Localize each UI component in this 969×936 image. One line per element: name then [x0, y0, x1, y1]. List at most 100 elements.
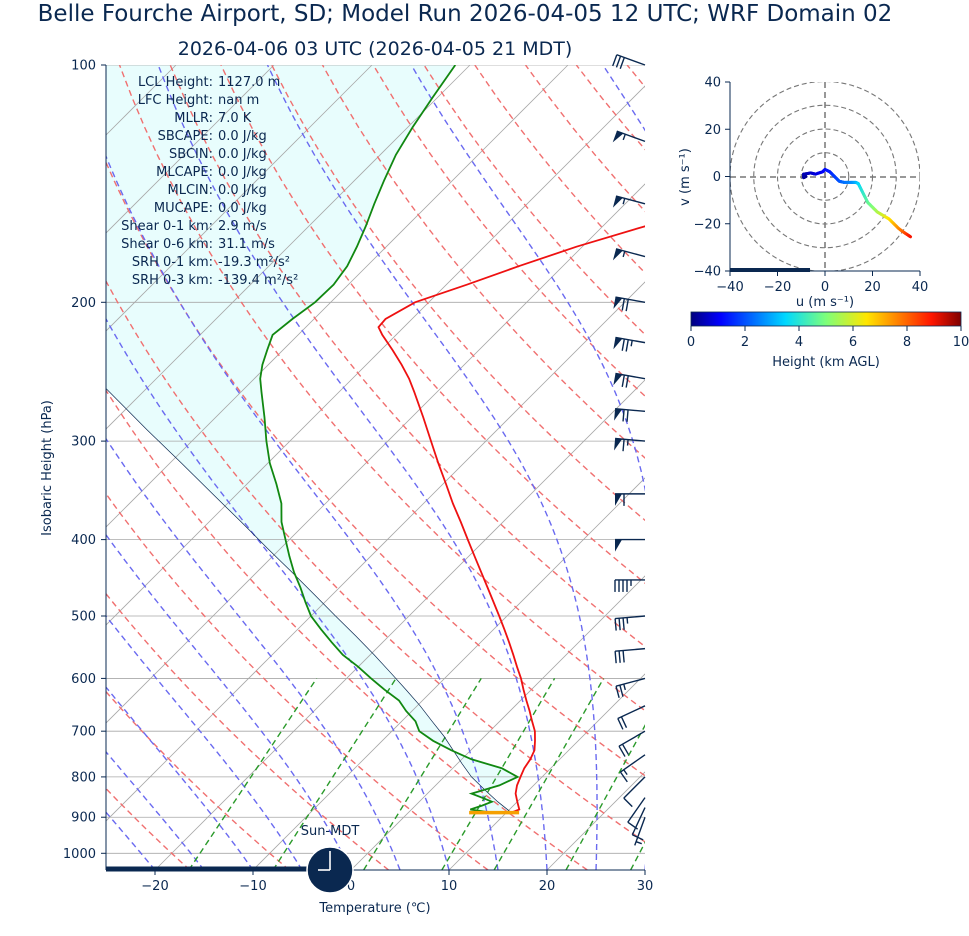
mixing-ratio-line: [363, 678, 482, 870]
wind-barb: [612, 54, 646, 69]
figure-title: Belle Fourche Airport, SD; Model Run 202…: [38, 1, 893, 27]
wind-barb-shaft: [620, 754, 646, 773]
wind-barb-full: [622, 617, 625, 630]
wind-barb-full: [619, 57, 625, 69]
stat-label: SBCAPE:: [158, 129, 213, 144]
stat-value: 2.9 m/s: [218, 219, 267, 234]
colorbar-tick-label: 10: [953, 335, 969, 350]
colorbar-ticks: 0 2 4 6 8 10: [687, 326, 969, 350]
wind-barb-half: [622, 133, 626, 141]
mixing-ratio-line: [493, 678, 605, 870]
hodograph-x-tick-label: 20: [864, 280, 881, 295]
dry-adiabat-line: [169, 65, 645, 648]
dry-adiabat-line: [372, 65, 645, 398]
isotherm-line: [0, 65, 78, 870]
colorbar-tick-label: 0: [687, 335, 695, 350]
day-label: Sun-MDT: [301, 824, 360, 839]
mixing-ratio-line: [565, 724, 645, 870]
dry-adiabat-line: [575, 65, 645, 151]
figure-subtitle: 2026-04-06 03 UTC (2026-04-05 21 MDT): [178, 38, 573, 60]
wind-barb-shaft: [615, 248, 646, 258]
skewt-x-tick-label: 30: [637, 879, 654, 894]
hodograph-y-tick-label: 0: [713, 170, 721, 185]
skewt-x-axis-label: Temperature (℃): [318, 901, 430, 916]
stat-value: nan m: [218, 93, 259, 108]
wind-barb-shaft: [631, 807, 646, 836]
isotherm-line: [106, 85, 645, 626]
wind-barb-full: [615, 685, 620, 698]
wind-barb-half: [635, 841, 642, 845]
wind-barb: [615, 677, 646, 698]
wind-barb-flag: [614, 408, 623, 421]
wind-barb: [614, 437, 646, 452]
stat-label: MLCAPE:: [156, 165, 213, 180]
skewt-y-tick-label: 1000: [63, 847, 96, 862]
wind-barb-full: [621, 374, 626, 387]
hodograph-ring: [753, 104, 897, 249]
wind-barb: [634, 816, 646, 846]
wind-barb: [615, 538, 645, 552]
wind-barb-flag: [613, 337, 623, 350]
wind-barb-shaft: [615, 195, 646, 205]
wind-barb: [619, 754, 646, 783]
isotherm-line: [252, 477, 645, 870]
wind-barb-full: [622, 409, 625, 422]
wind-barb: [617, 705, 646, 730]
wind-barb-shaft: [616, 54, 646, 66]
wind-barb-half: [623, 769, 628, 776]
dry-adiabat-line: [779, 65, 969, 870]
isotherm-line: [448, 673, 645, 870]
height-colorbar: 0 2 4 6 8 10 Height (km AGL): [687, 311, 969, 370]
dry-adiabat-line: [729, 65, 969, 870]
stat-value: 0.0 J/kg: [218, 165, 267, 180]
stat-value: 0.0 J/kg: [218, 201, 267, 216]
skewt-y-tick-label: 200: [71, 296, 96, 311]
skewt-x-tick-label: 0: [347, 879, 355, 894]
hodograph-y-tick-label: 40: [704, 76, 721, 91]
colorbar-tick-label: 6: [849, 335, 857, 350]
isotherm-line: [644, 869, 645, 870]
wind-barb: [623, 776, 646, 808]
skewt-plot-area: −20 −10 0 10 20 30 10020030040050060070080090…: [0, 59, 969, 917]
wind-barb-half: [623, 683, 626, 691]
moist-adiabat-line: [106, 750, 205, 870]
moist-adiabat-line: [106, 533, 352, 870]
wind-barb-flag: [614, 438, 623, 451]
moist-adiabat-line: [743, 65, 851, 870]
wind-barb-shaft: [617, 705, 646, 720]
wind-barb-full: [618, 650, 621, 663]
hodograph-x-tick-label: −20: [764, 280, 791, 295]
dry-adiabat-line: [106, 492, 489, 870]
stat-value: 7.0 K: [218, 111, 252, 126]
wind-barb-full: [623, 797, 633, 808]
colorbar-tick-label: 4: [795, 335, 803, 350]
wind-barb-half: [626, 617, 629, 624]
skewt-x-tick-label: 20: [539, 879, 556, 894]
mixing-ratio-line: [630, 841, 645, 870]
skewt-y-ticks: 100 200 300 400 500 600 700 800 900 1000: [63, 59, 106, 862]
stat-value: -19.3 m²/s²: [218, 255, 290, 270]
moist-adiabat-line: [106, 154, 499, 870]
hodograph-x-ticks: −40 −20 0 20 40: [716, 271, 928, 295]
wind-barb-full: [621, 338, 626, 351]
wind-barb: [613, 336, 646, 352]
hodograph-y-tick-label: −40: [694, 265, 721, 280]
wind-barb: [612, 195, 646, 208]
dry-adiabat-line: [474, 65, 645, 274]
wind-barb: [612, 130, 646, 143]
mixing-ratio-line: [441, 678, 556, 870]
wind-barb-flag: [613, 373, 623, 386]
skewt-y-axis-label: Isobaric Height (hPa): [40, 400, 55, 536]
colorbar-tick-label: 2: [741, 335, 749, 350]
wind-barb-full: [618, 745, 626, 757]
wind-barb-flag: [613, 297, 623, 309]
stability-stats-block: LCL Height: 1127.0 m LFC Height: nan m MLLR:…: [121, 75, 298, 288]
hodograph-y-axis-label: v (m s⁻¹): [678, 148, 693, 206]
wind-barb: [614, 579, 645, 592]
dry-adiabat-line: [881, 65, 969, 870]
skewt-y-tick-label: 500: [71, 609, 96, 624]
wind-barb-shaft: [618, 730, 646, 747]
wind-barb: [614, 647, 646, 664]
isotherm-line: [106, 65, 373, 332]
wind-barb-half: [626, 439, 629, 446]
